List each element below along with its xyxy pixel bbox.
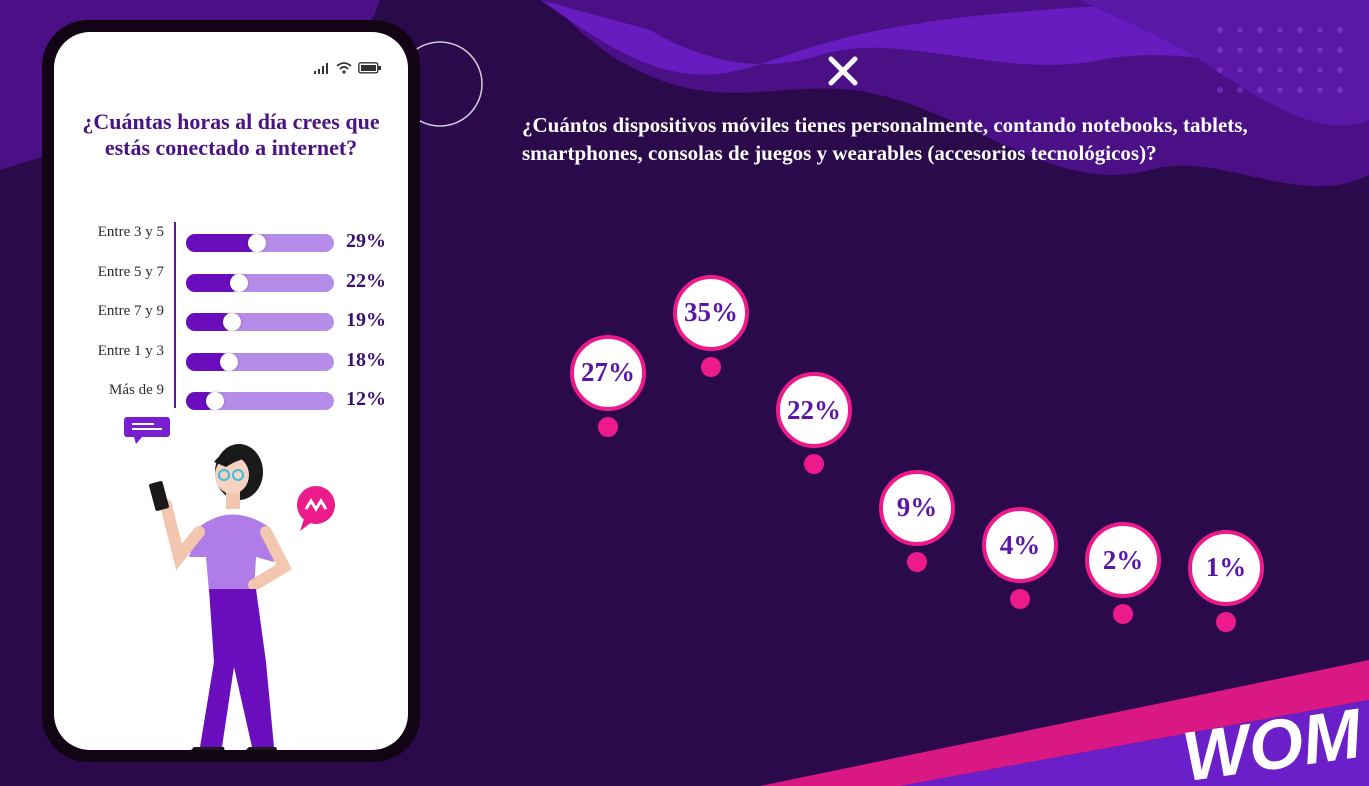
wifi-icon	[336, 62, 352, 74]
brand-logo-text: WOM	[1180, 695, 1368, 785]
bar-value-label: 12%	[346, 388, 386, 410]
bar-knob	[205, 392, 224, 410]
bar-value-label: 19%	[346, 309, 386, 331]
bar-knob	[222, 313, 241, 331]
bar	[186, 234, 258, 252]
chat-bubble-icon	[124, 417, 170, 437]
phone-screen: ¿Cuántas horas al día crees que estás co…	[54, 32, 408, 750]
background-stripe-bottom-2	[900, 700, 1369, 786]
speech-bubble-icon	[297, 486, 335, 524]
woman-illustration	[124, 417, 335, 750]
devices-question: ¿Cuántos dispositivos móviles tienes per…	[522, 113, 1248, 165]
bar-chart-axis	[174, 222, 176, 408]
bar-category-label: Entre 3 y 5	[97, 224, 164, 240]
bar-knob	[230, 273, 249, 292]
signal-icon	[314, 63, 328, 74]
hours-bar-chart: Entre 3 y 5 29% Entre 5 y 7 22% Entre 7 y 9 1…	[54, 32, 408, 432]
background-stripe-bottom	[760, 660, 1369, 786]
bar-value-label: 18%	[346, 348, 386, 371]
bar-category-label: Entre 7 y 9	[97, 303, 164, 319]
decorative-dot-grid	[1217, 27, 1343, 93]
bar-category-label: Entre 5 y 7	[97, 263, 164, 280]
close-icon[interactable]	[826, 54, 860, 88]
battery-icon	[358, 62, 381, 74]
bar-knob	[220, 352, 239, 371]
bar	[186, 313, 233, 331]
phone-mockup: ¿Cuántas horas al día crees que estás co…	[42, 20, 420, 762]
bar	[186, 352, 231, 371]
bar	[186, 273, 241, 292]
bar-knob	[247, 234, 266, 252]
status-bar	[314, 62, 382, 74]
bar-category-label: Entre 1 y 3	[97, 342, 164, 359]
bar-category-label: Más de 9	[109, 382, 164, 398]
bar-value-label: 29%	[346, 230, 386, 252]
brand-logo: WOM	[1180, 695, 1368, 785]
background-wave-top-right	[1080, 0, 1369, 126]
bar-value-label: 22%	[346, 269, 386, 292]
phone-chart-title: ¿Cuántas horas al día crees que estás co…	[82, 109, 380, 160]
